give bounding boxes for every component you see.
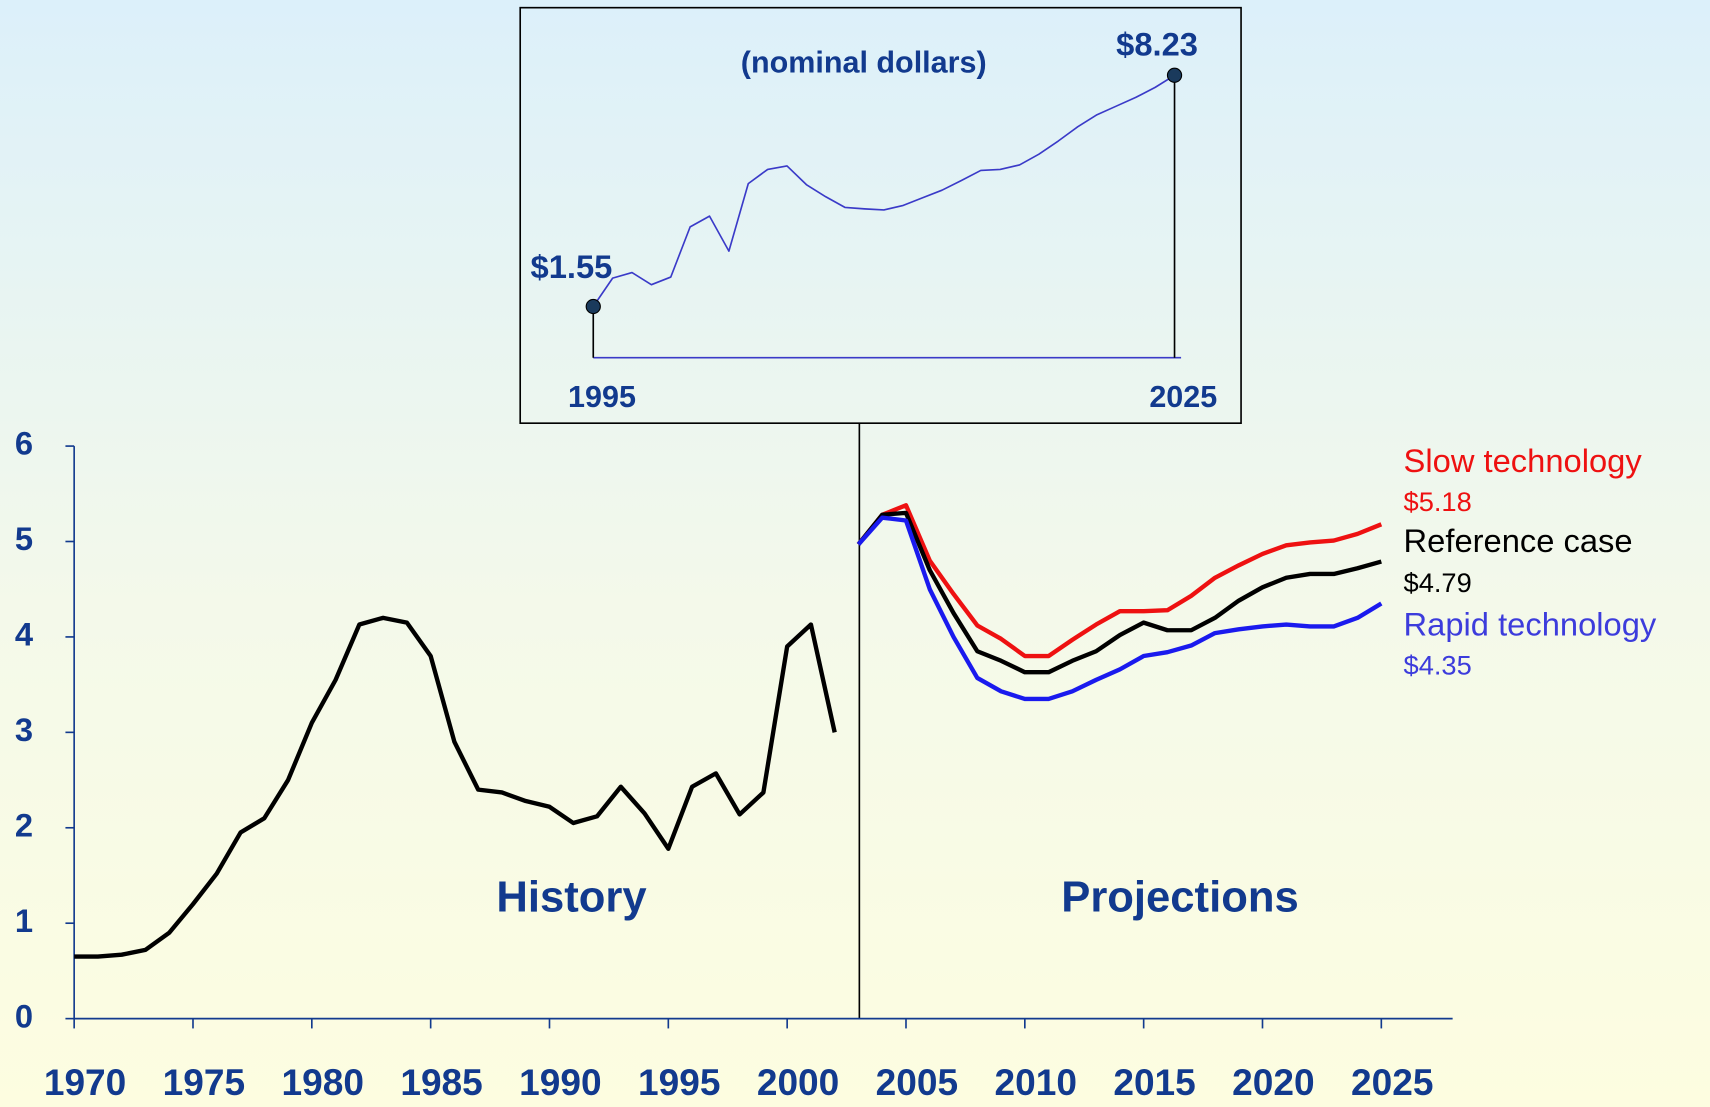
inset-line [592, 74, 1175, 307]
y-tick-label: 2 [15, 806, 33, 843]
x-tick-label: 2025 [1351, 1061, 1433, 1103]
y-tick-label: 1 [15, 902, 33, 939]
end-value-label: $5.18 [1404, 486, 1472, 517]
x-tick-label: 2000 [757, 1061, 839, 1103]
x-tick-label: 1990 [519, 1061, 601, 1103]
x-tick-label: 1970 [44, 1061, 126, 1103]
x-tick-label: 2010 [995, 1061, 1077, 1103]
inset-point [585, 298, 601, 315]
x-tick-label: 1975 [163, 1061, 245, 1103]
x-tick-label: 1980 [282, 1061, 364, 1103]
series-line [74, 615, 837, 959]
series-name: Reference case [1404, 522, 1633, 559]
x-tick-label: 2015 [1113, 1061, 1195, 1103]
series-line [856, 510, 1382, 675]
x-tick-label: 1995 [638, 1061, 720, 1103]
y-tick-label: 3 [15, 711, 33, 748]
y-tick-label: 5 [15, 520, 33, 557]
history-label: History [496, 873, 647, 921]
series-line [856, 515, 1383, 702]
inset-x-tick-label: 1995 [568, 380, 636, 414]
y-tick-label: 6 [15, 425, 33, 462]
inset-point [1166, 67, 1183, 83]
x-tick-label: 2020 [1232, 1061, 1314, 1103]
inset-x-tick-label: 2025 [1149, 380, 1217, 414]
x-tick-label: 2005 [876, 1061, 958, 1103]
series-line [856, 503, 1383, 659]
y-tick-label: 4 [15, 616, 34, 653]
x-tick-label: 1985 [400, 1061, 482, 1103]
inset-frame [519, 6, 1242, 424]
end-value-label: $4.79 [1404, 567, 1472, 598]
inset-value-label: $8.23 [1116, 26, 1198, 63]
y-tick-label: 0 [15, 997, 33, 1034]
series-name: Rapid technology [1404, 606, 1657, 643]
inset-value-label: $1.55 [531, 248, 613, 285]
end-value-label: $4.35 [1404, 650, 1472, 681]
inset-subtitle: (nominal dollars) [741, 45, 987, 79]
projections-label: Projections [1061, 873, 1299, 921]
series-name: Slow technology [1404, 442, 1643, 479]
